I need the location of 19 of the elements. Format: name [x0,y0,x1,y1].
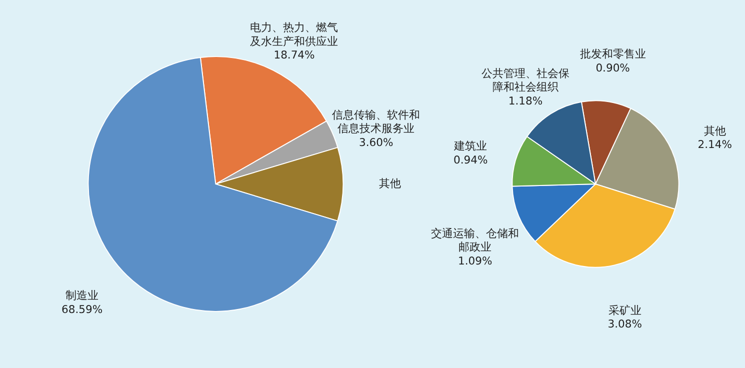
slice-label: 公共管理、社会保障和社会组织 [481,66,570,94]
data-label: 2.14% [698,138,732,152]
data-label: 1.09% [458,254,492,268]
data-label: 3.60% [359,136,394,149]
data-label: 68.59% [61,302,103,316]
slice-label: 信息传输、软件和信息技术服务业 [332,108,420,136]
slice-label: 制造业 [66,289,99,302]
slice-label: 交通运输、仓储和邮政业 [431,226,520,254]
slice-label: 其他 [379,177,402,190]
slice-label: 电力、热力、燃气及水生产和供应业 [250,21,338,48]
data-label: 3.08% [608,318,642,331]
slice-label: 建筑业 [453,140,488,153]
slice-label: 批发和零售业 [580,48,646,61]
data-label: 0.94% [453,153,488,166]
slice-label: 采矿业 [608,304,642,317]
slice-label: 其他 [704,124,726,138]
data-label: 1.18% [508,94,543,108]
data-label: 0.90% [596,61,630,74]
data-label: 18.74% [274,48,315,62]
